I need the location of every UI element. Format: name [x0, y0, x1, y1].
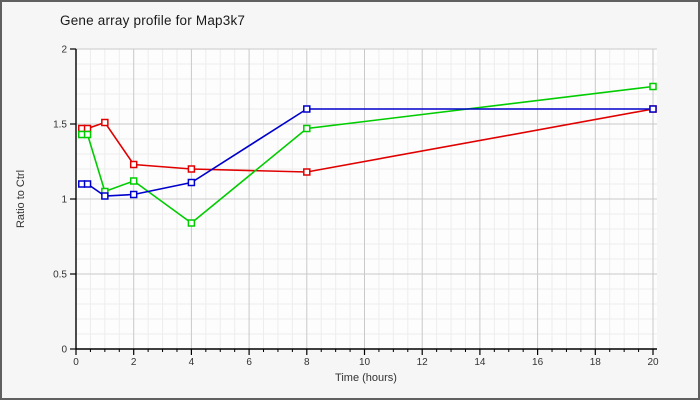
y-tick-label: 0: [61, 345, 67, 356]
series-red-marker: [303, 168, 311, 176]
series-green-marker: [187, 219, 196, 227]
x-tick-label: 10: [359, 357, 371, 368]
series-green-marker: [303, 124, 311, 133]
series-blue-marker: [101, 192, 109, 200]
series-red-marker: [83, 124, 92, 133]
x-axis-title: Time (hours): [335, 372, 397, 384]
x-tick-label: 14: [474, 357, 486, 368]
y-tick-label: 0.5: [53, 270, 67, 281]
x-tick-label: 6: [246, 357, 252, 368]
chart-title: Gene array profile for Map3k7: [60, 13, 246, 28]
series-blue-marker: [649, 105, 657, 113]
x-tick-label: 8: [304, 357, 310, 368]
plot-area: 0 2 4 6 8 10 12 14 16 18 20 0 0.5 1 1.5 2: [53, 45, 659, 369]
x-tick-label: 2: [131, 357, 137, 368]
series-green-marker: [83, 130, 92, 139]
x-tick-label: 20: [647, 357, 659, 368]
x-tick-label: 16: [532, 357, 544, 368]
series-green-marker: [129, 177, 138, 185]
x-tick-label: 12: [417, 357, 429, 368]
series-red-marker: [101, 118, 109, 127]
series-blue-marker: [187, 178, 196, 187]
x-tick-label: 4: [189, 357, 195, 368]
x-tick-label: 18: [590, 357, 602, 368]
y-tick-label: 1.5: [53, 120, 67, 131]
series-blue-marker: [83, 180, 92, 188]
series-blue-marker: [129, 190, 138, 199]
series-blue-marker: [303, 105, 311, 113]
series-red-marker: [129, 160, 138, 169]
y-axis-title: Ratio to Ctrl: [15, 170, 27, 228]
y-tick-label: 1: [61, 195, 67, 206]
x-tick-label: 0: [73, 357, 79, 368]
y-tick-label: 2: [61, 45, 67, 56]
series-red-marker: [187, 165, 196, 173]
series-green-marker: [649, 82, 657, 91]
